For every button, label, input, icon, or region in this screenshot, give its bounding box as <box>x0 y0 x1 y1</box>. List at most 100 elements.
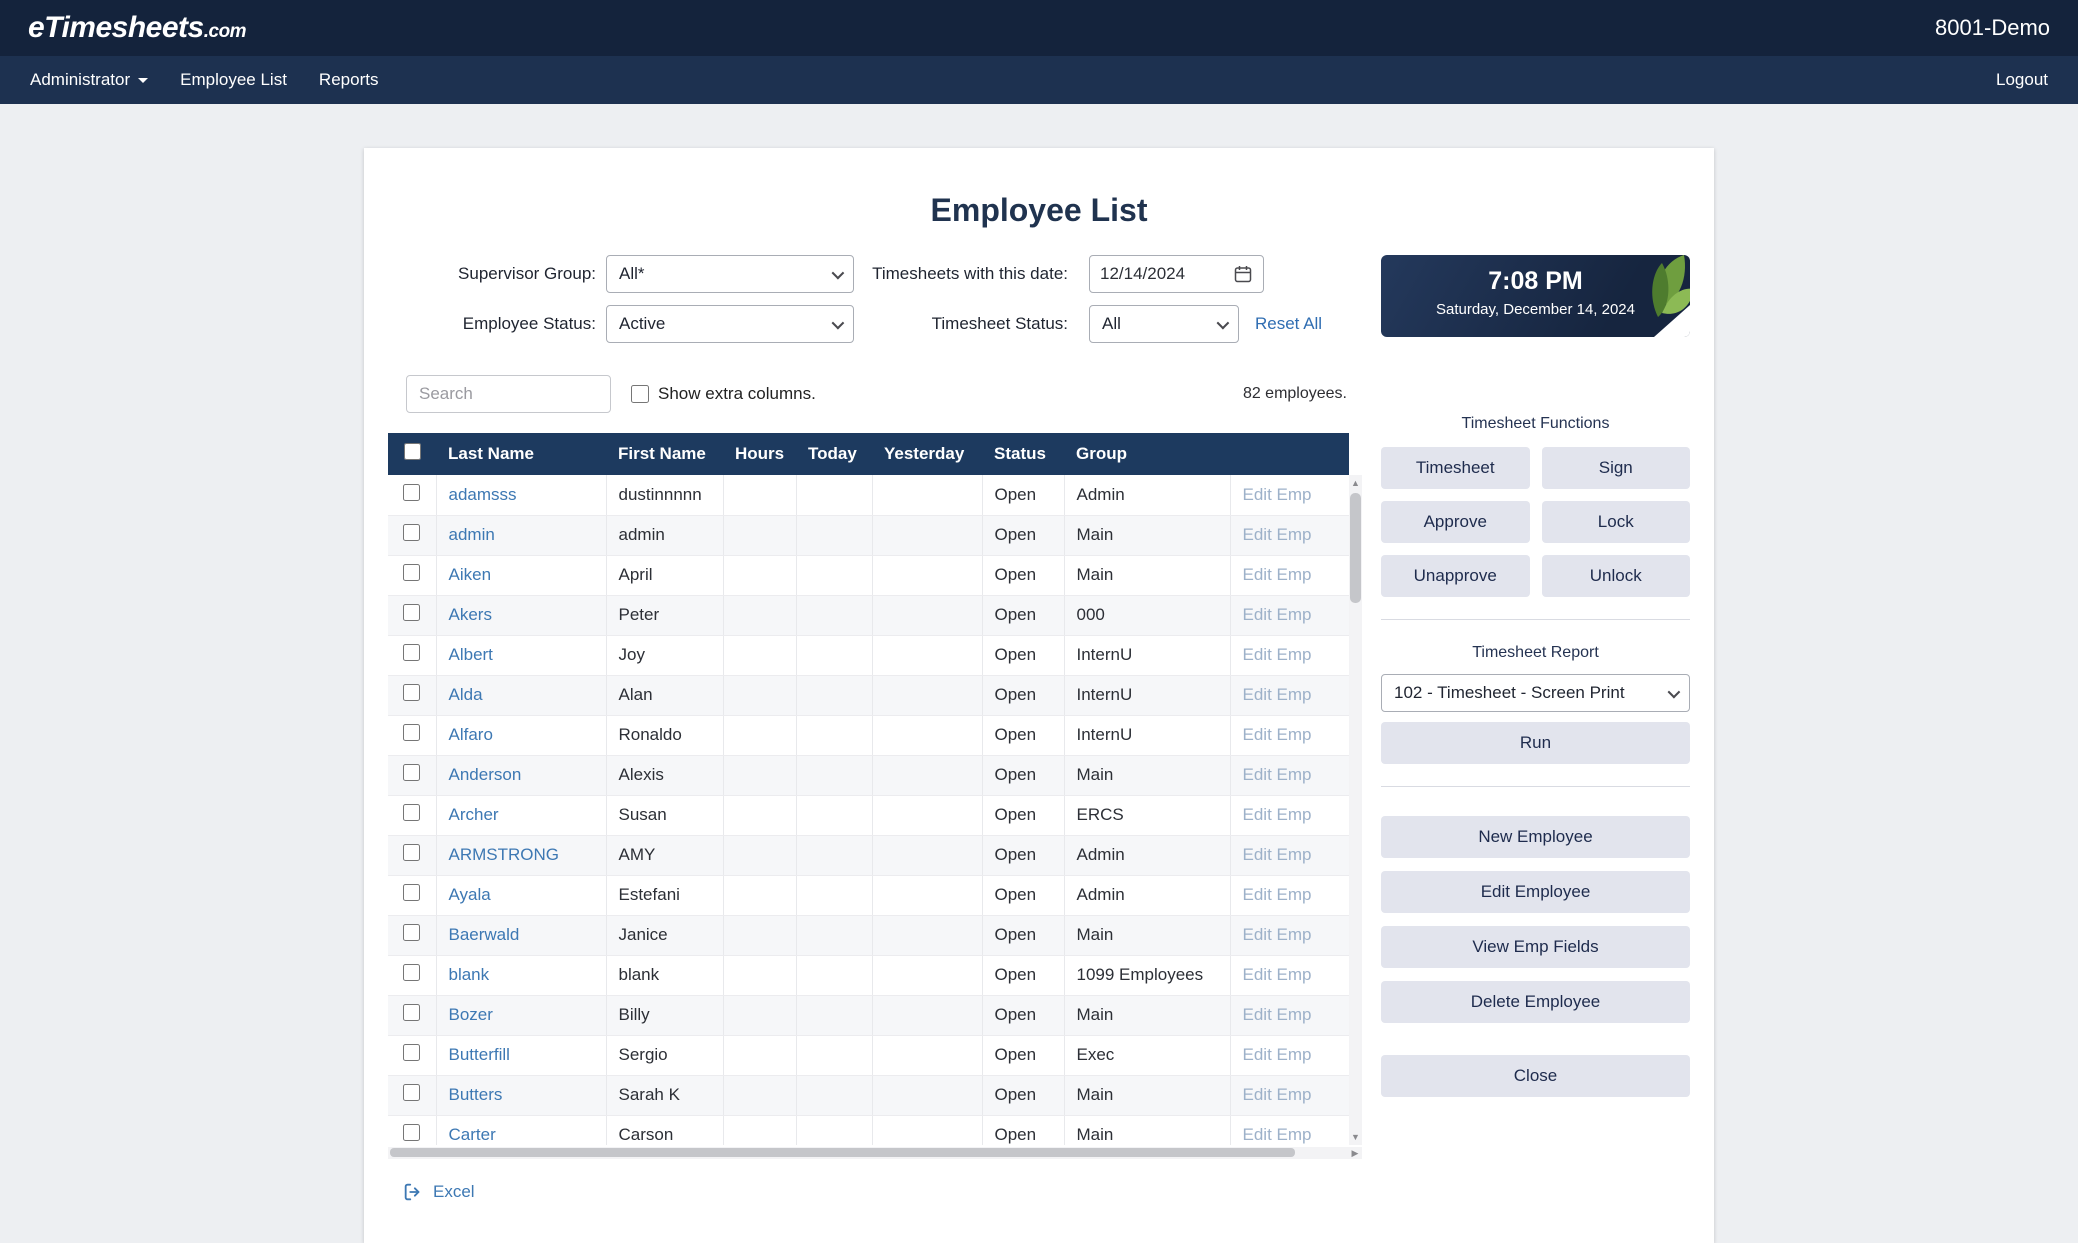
edit-emp-link[interactable]: Edit Emp <box>1242 685 1312 704</box>
last-name-link[interactable]: Albert <box>448 645 493 664</box>
calendar-icon[interactable] <box>1233 264 1253 284</box>
row-checkbox[interactable] <box>403 644 421 661</box>
row-checkbox[interactable] <box>403 884 421 901</box>
row-checkbox[interactable] <box>403 964 421 981</box>
scroll-right-arrow[interactable]: ▶ <box>1351 1148 1359 1158</box>
excel-link[interactable]: Excel <box>433 1182 475 1201</box>
table-row: Bozer Billy Open Main Edit Emp <box>388 995 1350 1036</box>
row-checkbox[interactable] <box>403 1044 421 1061</box>
top-header: eTimesheets.com 8001-Demo <box>0 0 2078 56</box>
timesheet-button[interactable]: Timesheet <box>1381 447 1530 489</box>
view-emp-fields-button[interactable]: View Emp Fields <box>1381 926 1690 968</box>
nav-item-employee-list[interactable]: Employee List <box>180 70 287 89</box>
hours-cell <box>723 595 797 636</box>
edit-emp-link[interactable]: Edit Emp <box>1242 565 1312 584</box>
close-button[interactable]: Close <box>1381 1055 1690 1097</box>
row-checkbox[interactable] <box>403 604 421 621</box>
edit-emp-link[interactable]: Edit Emp <box>1242 484 1312 504</box>
nav-item-reports[interactable]: Reports <box>318 70 379 89</box>
employee-status-select[interactable]: Active <box>606 305 854 343</box>
show-extra-columns-checkbox[interactable] <box>631 385 649 403</box>
last-name-link[interactable]: Bozer <box>448 1005 493 1024</box>
sign-button[interactable]: Sign <box>1541 447 1690 489</box>
edit-emp-link[interactable]: Edit Emp <box>1242 885 1312 904</box>
row-checkbox[interactable] <box>403 564 421 581</box>
edit-emp-link[interactable]: Edit Emp <box>1242 1125 1312 1144</box>
row-checkbox[interactable] <box>403 924 421 941</box>
app-logo[interactable]: eTimesheets.com <box>28 11 247 45</box>
timesheet-report-title: Timesheet Report <box>1472 644 1599 661</box>
timesheet-status-select[interactable]: All <box>1089 305 1239 343</box>
delete-employee-button[interactable]: Delete Employee <box>1381 981 1690 1023</box>
edit-emp-link[interactable]: Edit Emp <box>1242 605 1312 624</box>
row-checkbox[interactable] <box>403 764 421 781</box>
reset-all-link[interactable]: Reset All <box>1255 314 1323 333</box>
vertical-scrollbar-thumb[interactable] <box>1350 493 1361 603</box>
horizontal-scrollbar-thumb[interactable] <box>390 1148 1295 1157</box>
table-toolbar: Show extra columns. 82 employees. <box>388 375 1363 413</box>
nav-item-administrator[interactable]: Administrator <box>14 70 164 90</box>
horizontal-scrollbar[interactable]: ▶ <box>388 1147 1362 1159</box>
row-checkbox[interactable] <box>403 684 421 701</box>
logout-link[interactable]: Logout <box>1996 70 2048 89</box>
today-cell <box>796 755 873 796</box>
row-checkbox[interactable] <box>403 1124 421 1141</box>
timesheet-report-select[interactable]: 102 - Timesheet - Screen Print <box>1381 674 1690 712</box>
last-name-link[interactable]: Butterfill <box>448 1045 510 1064</box>
last-name-link[interactable]: Butters <box>448 1085 503 1104</box>
vertical-scrollbar[interactable]: ▲ ▼ <box>1349 475 1362 1145</box>
edit-emp-link[interactable]: Edit Emp <box>1242 765 1312 784</box>
timesheet-date-input[interactable]: 12/14/2024 <box>1089 255 1264 293</box>
row-checkbox[interactable] <box>403 1004 421 1021</box>
edit-emp-link[interactable]: Edit Emp <box>1242 725 1312 744</box>
edit-emp-link[interactable]: Edit Emp <box>1242 925 1312 944</box>
unapprove-button[interactable]: Unapprove <box>1381 555 1530 597</box>
unlock-button[interactable]: Unlock <box>1541 555 1690 597</box>
last-name-link[interactable]: Baerwald <box>448 925 520 944</box>
scroll-down-arrow[interactable]: ▼ <box>1351 1132 1360 1142</box>
edit-emp-link[interactable]: Edit Emp <box>1242 1085 1312 1104</box>
row-checkbox[interactable] <box>403 844 421 861</box>
edit-emp-link[interactable]: Edit Emp <box>1242 805 1312 824</box>
yesterday-cell <box>872 555 983 596</box>
edit-emp-link[interactable]: Edit Emp <box>1242 845 1312 864</box>
select-all-checkbox[interactable] <box>403 443 421 460</box>
lock-button[interactable]: Lock <box>1541 501 1690 543</box>
row-checkbox[interactable] <box>403 524 421 541</box>
last-name-link[interactable]: Archer <box>448 805 499 824</box>
row-checkbox[interactable] <box>403 483 421 501</box>
scroll-up-arrow[interactable]: ▲ <box>1351 478 1360 488</box>
last-name-link[interactable]: Akers <box>448 605 492 624</box>
edit-emp-link[interactable]: Edit Emp <box>1242 965 1312 984</box>
last-name-link[interactable]: Carter <box>448 1125 496 1144</box>
search-input[interactable] <box>406 375 611 413</box>
edit-emp-link[interactable]: Edit Emp <box>1242 645 1312 664</box>
last-name-link[interactable]: blank <box>448 965 490 984</box>
last-name-link[interactable]: Ayala <box>448 885 491 904</box>
clock-date: Saturday, December 14, 2024 <box>1435 301 1635 318</box>
last-name-link[interactable]: admin <box>448 525 495 544</box>
yesterday-cell <box>872 915 983 956</box>
last-name-link[interactable]: adamsss <box>448 484 517 504</box>
edit-emp-link[interactable]: Edit Emp <box>1242 525 1312 544</box>
supervisor-group-select[interactable]: All* <box>606 255 854 293</box>
last-name-link[interactable]: Alda <box>448 685 483 704</box>
edit-emp-link[interactable]: Edit Emp <box>1242 1045 1312 1064</box>
group-cell: ERCS <box>1064 795 1231 836</box>
row-checkbox[interactable] <box>403 724 421 741</box>
last-name-link[interactable]: Alfaro <box>448 725 493 744</box>
row-checkbox[interactable] <box>403 1084 421 1101</box>
row-checkbox[interactable] <box>403 804 421 821</box>
approve-button[interactable]: Approve <box>1381 501 1530 543</box>
last-name-link[interactable]: Aiken <box>448 565 492 584</box>
status-cell: Open <box>982 1035 1065 1076</box>
run-button[interactable]: Run <box>1381 722 1690 764</box>
timesheet-status-label: Timesheet Status: <box>931 314 1068 333</box>
new-employee-button[interactable]: New Employee <box>1381 816 1690 858</box>
last-name-link[interactable]: ARMSTRONG <box>448 845 560 864</box>
edit-employee-button[interactable]: Edit Employee <box>1381 871 1690 913</box>
edit-emp-link[interactable]: Edit Emp <box>1242 1005 1312 1024</box>
yesterday-cell <box>872 715 983 756</box>
group-cell: Main <box>1064 1075 1231 1116</box>
last-name-link[interactable]: Anderson <box>448 765 522 784</box>
